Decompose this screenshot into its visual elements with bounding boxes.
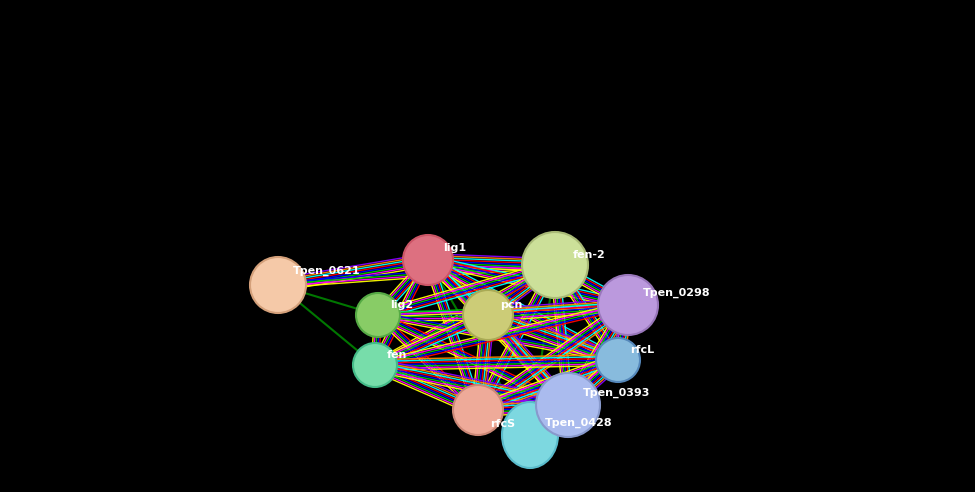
Ellipse shape <box>356 293 400 337</box>
Ellipse shape <box>596 338 640 382</box>
Text: fen-2: fen-2 <box>573 250 605 260</box>
Ellipse shape <box>598 275 658 335</box>
Text: Tpen_0621: Tpen_0621 <box>293 266 361 276</box>
Ellipse shape <box>522 232 588 298</box>
Text: rfcS: rfcS <box>490 419 515 429</box>
Ellipse shape <box>250 257 306 313</box>
Text: lig1: lig1 <box>443 243 466 253</box>
Ellipse shape <box>463 290 513 340</box>
Text: lig2: lig2 <box>390 300 413 310</box>
Ellipse shape <box>453 385 503 435</box>
Ellipse shape <box>353 343 397 387</box>
Text: Tpen_0298: Tpen_0298 <box>643 288 711 298</box>
Text: Tpen_0393: Tpen_0393 <box>583 388 650 398</box>
Ellipse shape <box>502 402 558 468</box>
Ellipse shape <box>536 373 600 437</box>
Ellipse shape <box>403 235 453 285</box>
Text: Tpen_0428: Tpen_0428 <box>545 418 612 428</box>
Text: rfcL: rfcL <box>630 345 654 355</box>
Text: pcn: pcn <box>500 300 523 310</box>
Text: fen: fen <box>387 350 408 360</box>
